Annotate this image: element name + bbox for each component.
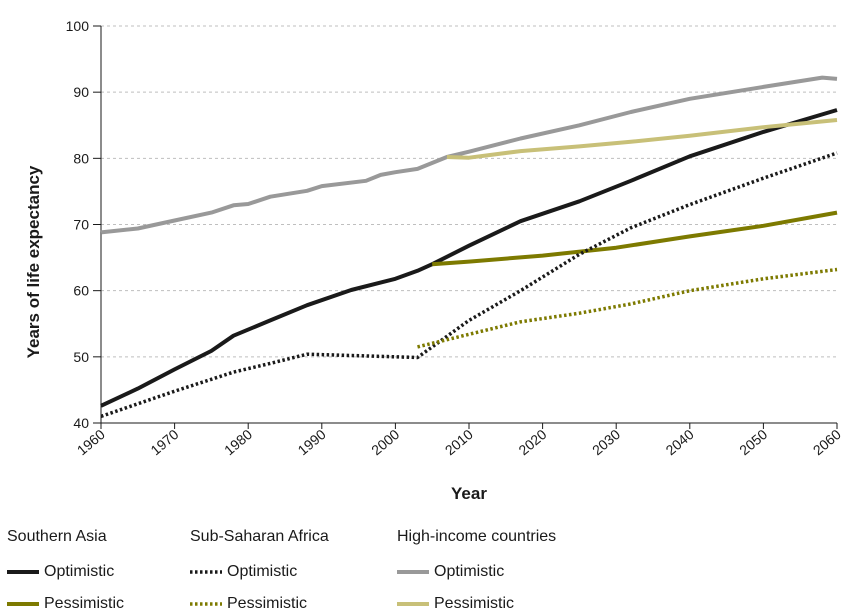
y-tick-label: 80 <box>73 150 89 166</box>
x-axis-title: Year <box>451 484 487 503</box>
x-tick-label: 2060 <box>810 426 844 458</box>
legend-group-title: Southern Asia <box>7 528 107 545</box>
x-tick-label: 1990 <box>295 426 329 458</box>
x-tick-label: 2030 <box>589 426 623 458</box>
y-axis-title: Years of life expectancy <box>24 165 43 358</box>
axes <box>93 25 838 429</box>
x-tick-labels: 1960 1970 1980 1990 2000 2010 2020 2030 2040 2050… <box>74 426 844 458</box>
x-tick-label: 2050 <box>736 426 770 458</box>
solid-line-swatch-icon <box>7 602 39 606</box>
x-tick-label: 2000 <box>368 426 402 458</box>
y-tick-labels: 40 50 60 70 80 90 100 <box>66 18 90 431</box>
series-line-sub-saharan-africa-optimistic <box>100 151 838 419</box>
gridlines <box>101 25 837 358</box>
y-tick-label: 50 <box>73 349 89 365</box>
legend: Southern Asia Optimistic Pessimistic Sub… <box>0 520 848 615</box>
y-tick-label: 90 <box>73 84 89 100</box>
solid-line-swatch-icon <box>397 570 429 574</box>
series-line-southern-asia-pessimistic <box>432 210 838 267</box>
x-tick-label: 1970 <box>147 426 181 458</box>
legend-group-title: High-income countries <box>397 528 557 545</box>
y-tick-label: 100 <box>66 18 90 34</box>
x-tick-label: 2010 <box>442 426 476 458</box>
dotted-line-swatch-icon <box>190 602 222 606</box>
y-tick-label: 60 <box>73 283 89 299</box>
series-lines <box>100 75 838 419</box>
solid-line-swatch-icon <box>7 570 39 574</box>
y-tick-label: 40 <box>73 415 89 431</box>
x-tick-label: 2020 <box>515 426 549 458</box>
legend-entry-label: Pessimistic <box>44 595 125 612</box>
y-tick-label: 70 <box>73 217 89 233</box>
legend-entry-label: Optimistic <box>44 563 115 580</box>
series-line-southern-asia-optimistic <box>100 108 838 408</box>
legend-entry-label: Pessimistic <box>227 595 308 612</box>
legend-entry-label: Optimistic <box>227 563 298 580</box>
x-tick-label: 1980 <box>221 426 255 458</box>
series-line-high-income-countries-pessimistic <box>446 118 838 160</box>
solid-line-swatch-icon <box>397 602 429 606</box>
legend-entry-label: Optimistic <box>434 563 505 580</box>
x-tick-label: 2040 <box>663 426 697 458</box>
series-line-high-income-countries-optimistic <box>100 75 838 235</box>
dotted-line-swatch-icon <box>190 570 222 574</box>
series-line-sub-saharan-africa-pessimistic <box>417 267 838 349</box>
legend-entry-label: Pessimistic <box>434 595 515 612</box>
legend-group-title: Sub-Saharan Africa <box>190 528 329 545</box>
